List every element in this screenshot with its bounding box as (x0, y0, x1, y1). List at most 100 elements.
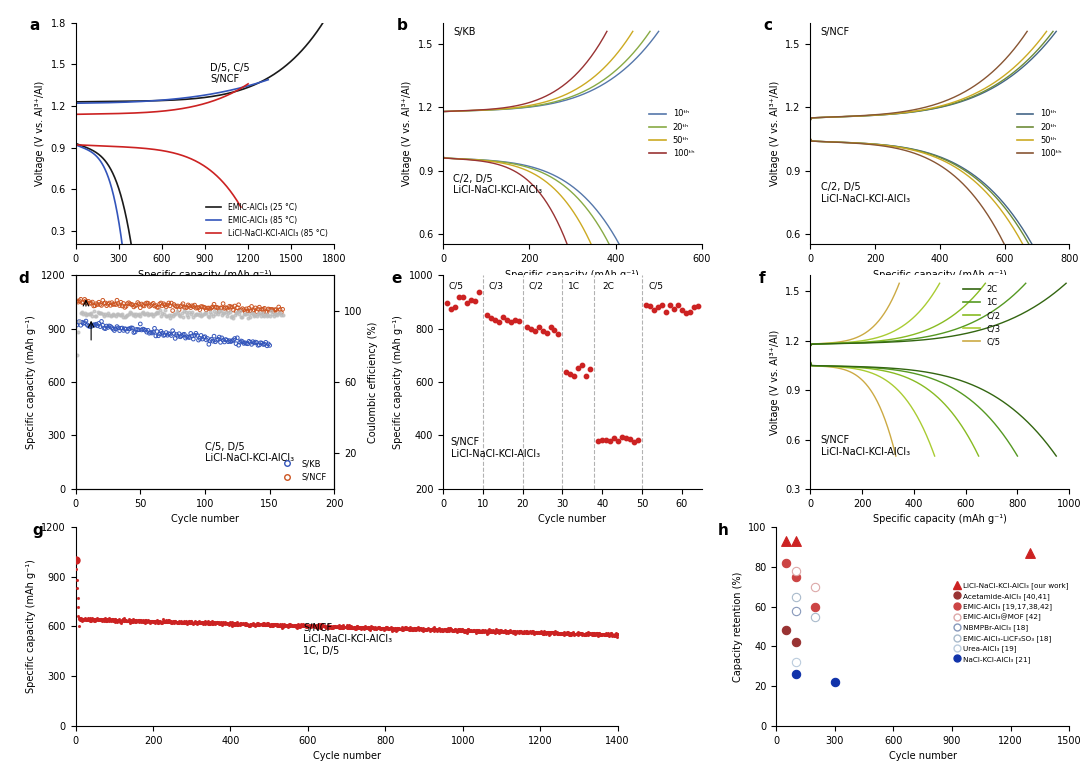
Point (449, 623, 467, 635)
Point (219, 307, 237, 319)
Point (508, 626, 525, 638)
Point (68, 349, 85, 361)
Point (306, 620, 323, 633)
Point (206, 308, 224, 320)
Point (240, 620, 257, 632)
Point (410, 623, 428, 636)
Point (197, 302, 214, 314)
Point (73, 615, 91, 627)
Point (72, 306, 90, 319)
Point (199, 617, 216, 629)
Point (518, 321, 536, 333)
Point (441, 624, 458, 636)
Point (476, 624, 494, 636)
Point (498, 626, 515, 638)
Point (308, 622, 325, 634)
Point (131, 324, 148, 336)
Point (76, 613, 93, 626)
Point (203, 615, 220, 627)
Point (289, 619, 307, 631)
Point (403, 624, 420, 636)
Point (298, 621, 315, 633)
Point (175, 617, 192, 629)
Point (211, 617, 228, 630)
Point (185, 300, 202, 312)
Point (231, 336, 248, 348)
Point (462, 624, 480, 636)
Point (199, 302, 216, 314)
Point (240, 619, 257, 631)
Point (562, 627, 579, 639)
Point (228, 617, 245, 629)
Point (248, 306, 266, 318)
Point (550, 328, 567, 340)
Point (157, 304, 174, 316)
Point (319, 621, 336, 633)
Point (583, 627, 600, 639)
Point (106, 325, 123, 337)
Point (482, 625, 499, 637)
Point (237, 617, 254, 629)
Point (125, 301, 143, 313)
Point (467, 625, 484, 637)
Point (272, 306, 289, 319)
Point (230, 299, 247, 311)
Point (124, 616, 141, 628)
Point (312, 618, 329, 630)
Point (380, 623, 397, 635)
Point (224, 619, 241, 631)
Text: S/NCF
LiCl-NaCl-KCl-AlCl₃
1C, D/5: S/NCF LiCl-NaCl-KCl-AlCl₃ 1C, D/5 (303, 623, 392, 656)
Point (489, 624, 507, 636)
Point (144, 615, 161, 627)
Point (210, 302, 227, 314)
Point (411, 622, 429, 634)
Point (75, 613, 92, 626)
Point (347, 621, 364, 633)
Point (80, 611, 97, 623)
Point (260, 619, 278, 631)
Point (602, 435, 619, 448)
Point (231, 304, 248, 316)
Point (478, 625, 496, 637)
Point (315, 620, 333, 632)
Point (202, 303, 219, 315)
Point (218, 334, 235, 346)
Point (603, 626, 620, 639)
Point (168, 616, 186, 628)
Point (303, 620, 321, 632)
Point (126, 615, 144, 627)
Point (350, 621, 367, 633)
Point (147, 330, 164, 342)
Point (226, 300, 243, 312)
Point (588, 627, 605, 639)
Point (353, 622, 370, 634)
Point (380, 623, 397, 635)
Point (119, 297, 136, 309)
Point (67, 555, 84, 567)
Point (90, 614, 107, 626)
Point (433, 623, 450, 636)
Point (342, 620, 360, 633)
Point (778, 624, 795, 636)
Point (402, 623, 419, 636)
Point (246, 619, 264, 631)
Point (69, 601, 86, 613)
Point (151, 615, 168, 627)
Point (1022, 547, 1039, 559)
Point (90, 614, 107, 626)
Point (161, 328, 178, 340)
Point (552, 627, 569, 639)
Point (123, 616, 140, 628)
Point (191, 617, 208, 630)
Point (494, 311, 511, 323)
Point (446, 623, 463, 636)
Point (563, 629, 580, 641)
Point (233, 617, 251, 630)
Point (368, 623, 386, 635)
Point (278, 619, 295, 631)
Point (303, 620, 321, 632)
Point (114, 297, 132, 309)
Point (112, 614, 130, 626)
Point (251, 619, 268, 631)
Point (100, 297, 118, 309)
